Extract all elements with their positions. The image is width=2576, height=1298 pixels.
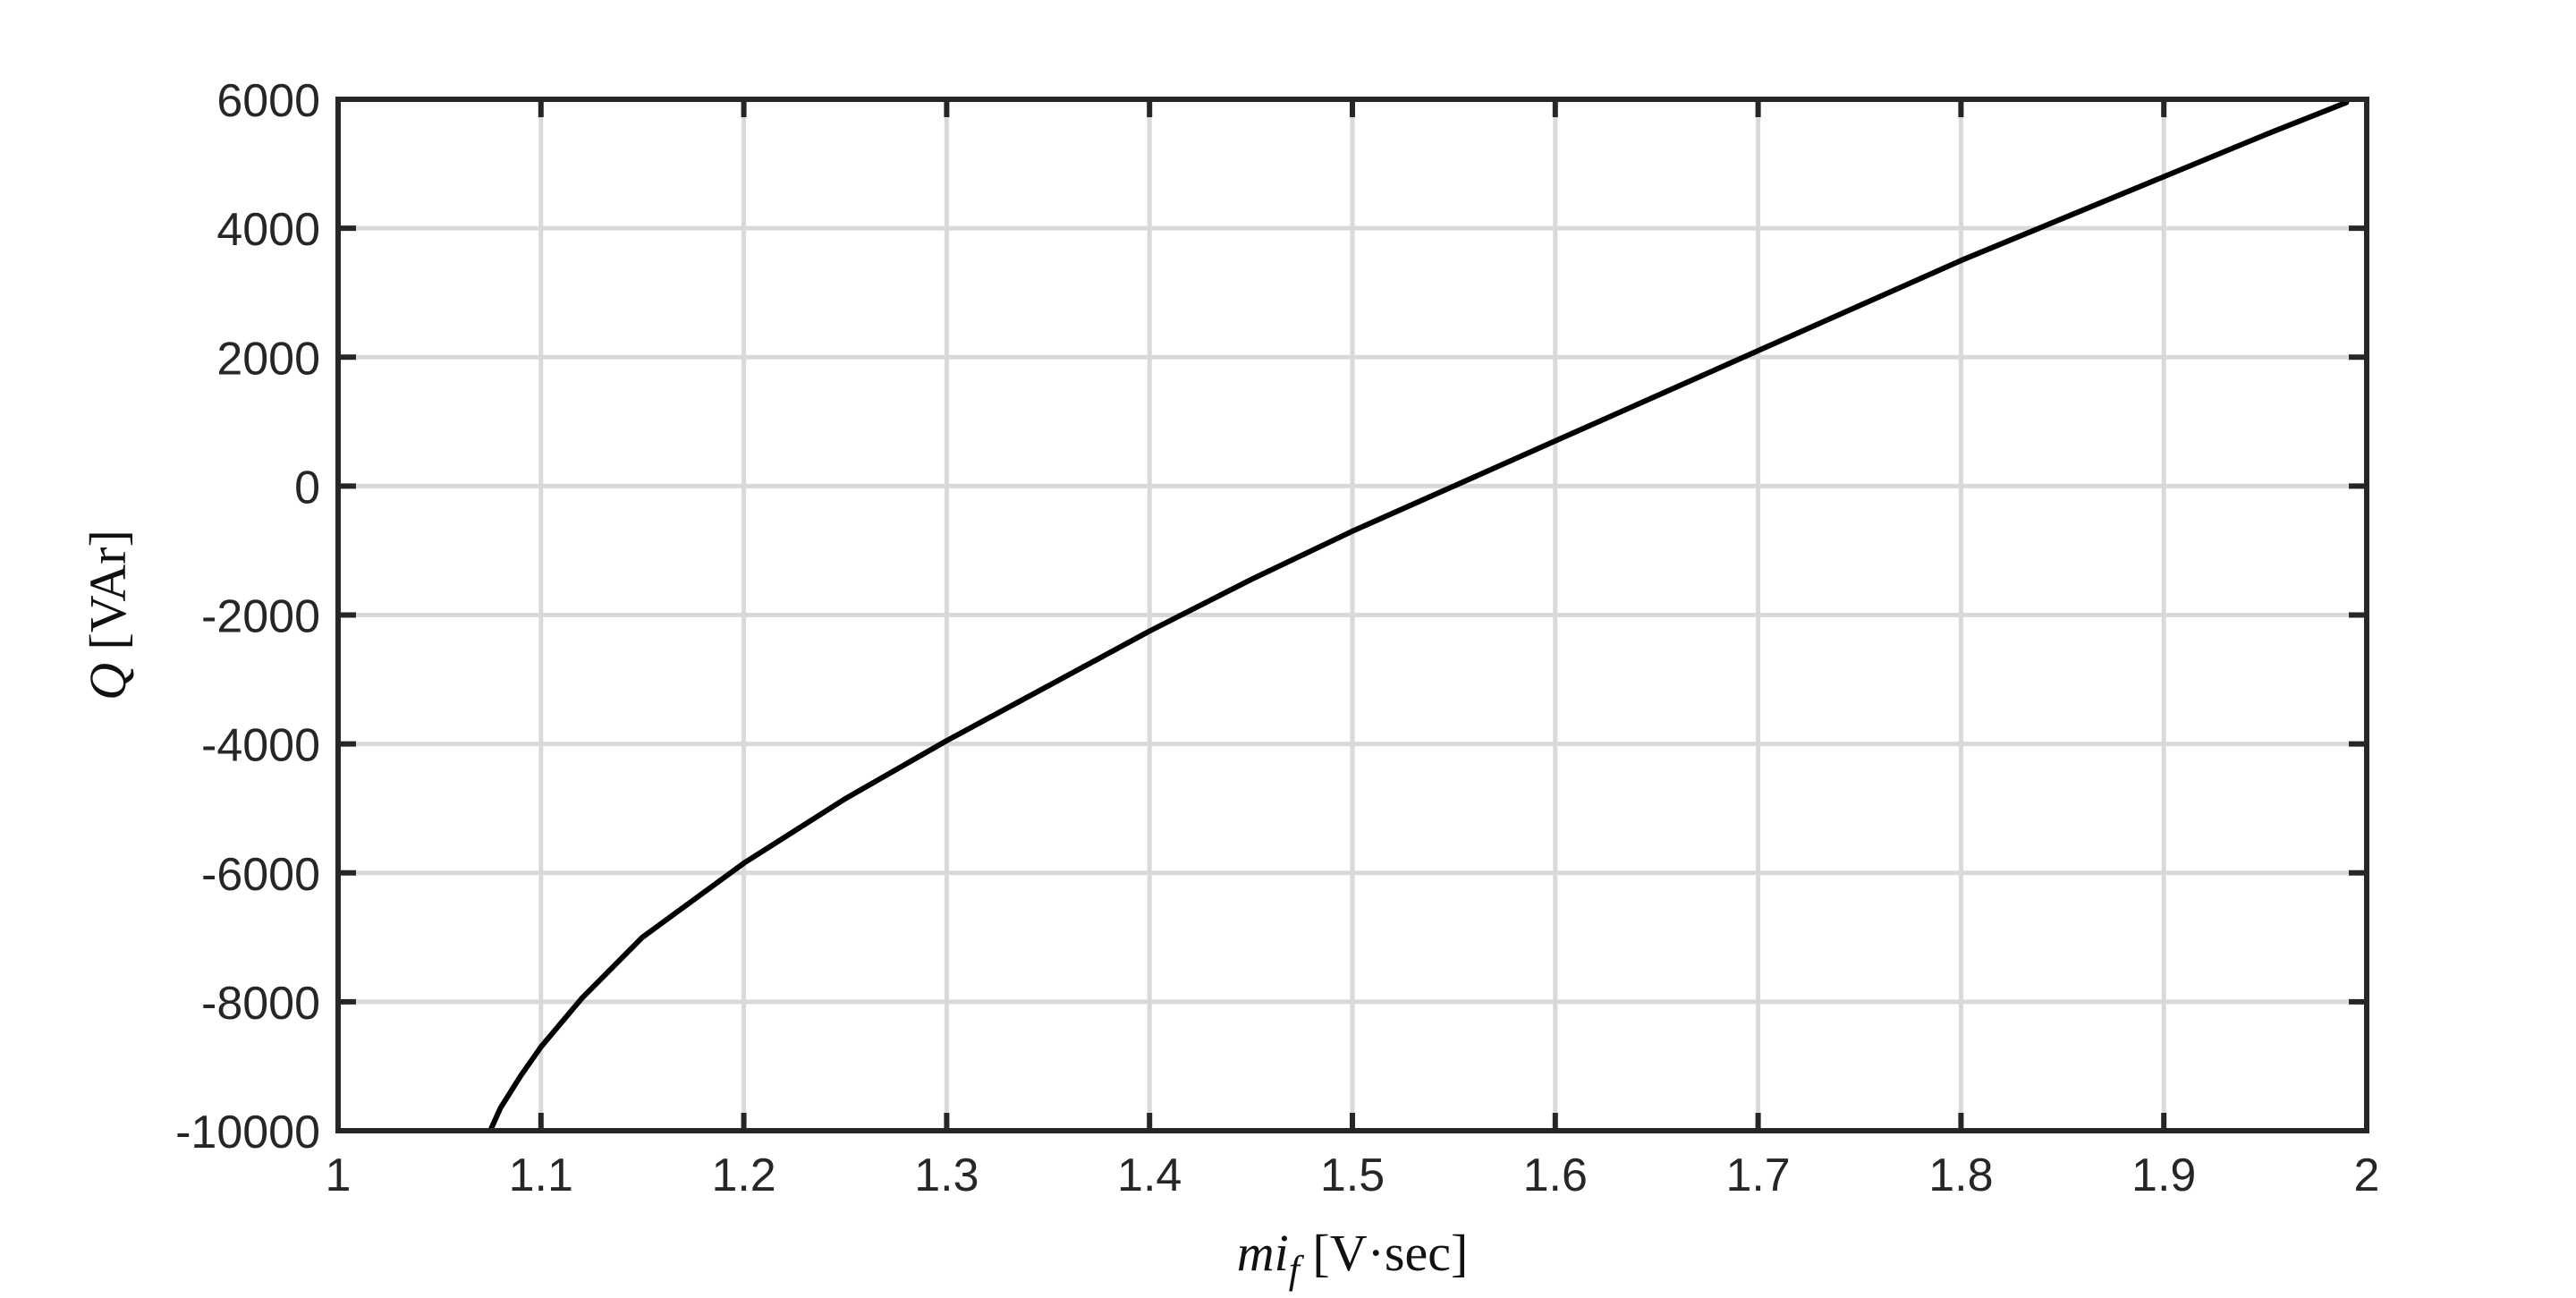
- x-tick-label: 1.9: [2131, 1150, 2196, 1201]
- x-axis-label-var: mi: [1237, 1224, 1289, 1282]
- y-tick-label: -10000: [175, 1107, 320, 1158]
- x-tick-label: 1.2: [711, 1150, 775, 1201]
- y-tick-label: 2000: [216, 333, 320, 385]
- x-tick-labels: 1 1.1 1.2 1.3 1.4 1.5 1.6 1.7 1.8 1.9 2: [326, 1150, 2380, 1201]
- y-axis-label: Q [VAr]: [79, 530, 137, 700]
- y-tick-label: 4000: [216, 204, 320, 256]
- axis-ticks: [335, 97, 2369, 1133]
- y-tick-label: 0: [294, 462, 320, 513]
- x-axis-label: mif [V·sec]: [1237, 1224, 1469, 1292]
- y-tick-label: -4000: [201, 720, 320, 772]
- y-tick-label: -8000: [201, 978, 320, 1030]
- x-tick-label: 1.6: [1523, 1150, 1588, 1201]
- y-tick-label: 6000: [216, 75, 320, 127]
- x-tick-label: 1.5: [1320, 1150, 1385, 1201]
- y-tick-label: -6000: [201, 849, 320, 901]
- y-axis-label-unit: [VAr]: [79, 530, 137, 663]
- x-tick-label: 1: [326, 1150, 352, 1201]
- x-tick-label: 1.7: [1725, 1150, 1790, 1201]
- x-tick-label: 1.8: [1928, 1150, 1993, 1201]
- y-axis-label-var: Q: [79, 663, 137, 700]
- series: [487, 99, 2350, 1133]
- x-axis-label-unit: [V·sec]: [1300, 1224, 1468, 1282]
- y-tick-labels: 6000 4000 2000 0 -2000 -4000 -6000 -8000 -10000: [175, 75, 320, 1158]
- x-tick-label: 2: [2354, 1150, 2380, 1201]
- y-tick-label: -2000: [201, 591, 320, 643]
- x-tick-label: 1.4: [1117, 1150, 1182, 1201]
- x-tick-label: 1.1: [509, 1150, 573, 1201]
- plot-frame: [335, 97, 2369, 1133]
- x-tick-label: 1.3: [914, 1150, 979, 1201]
- series-line: [487, 99, 2350, 1133]
